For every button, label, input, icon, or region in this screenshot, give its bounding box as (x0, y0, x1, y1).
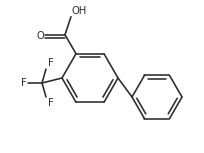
Text: F: F (48, 98, 53, 108)
Text: O: O (36, 31, 44, 41)
Text: F: F (21, 78, 27, 88)
Text: OH: OH (72, 6, 87, 16)
Text: F: F (48, 58, 53, 68)
